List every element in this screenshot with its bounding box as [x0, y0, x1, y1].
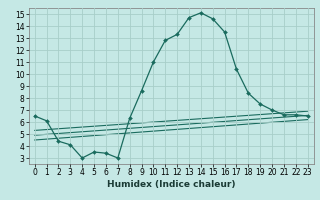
X-axis label: Humidex (Indice chaleur): Humidex (Indice chaleur): [107, 180, 236, 189]
